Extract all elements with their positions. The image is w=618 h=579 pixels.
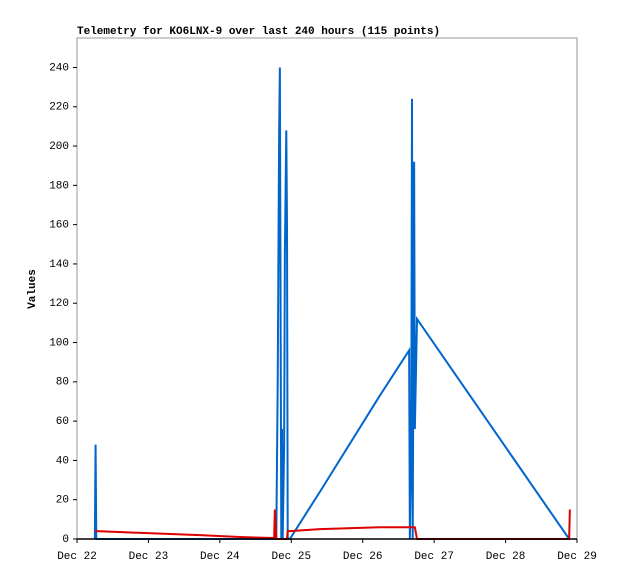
plot-frame bbox=[76, 37, 578, 540]
series-line bbox=[93, 67, 570, 540]
y-tick-label: 120 bbox=[49, 298, 69, 310]
x-tick-label: Dec 26 bbox=[343, 551, 383, 563]
x-tick-label: Dec 29 bbox=[557, 551, 597, 563]
y-tick-label: 20 bbox=[56, 495, 69, 507]
y-tick-label: 160 bbox=[49, 220, 69, 232]
y-tick-label: 180 bbox=[49, 180, 69, 192]
y-tick-label: 60 bbox=[56, 416, 69, 428]
x-tick-label: Dec 27 bbox=[414, 551, 454, 563]
x-tick-label: Dec 24 bbox=[200, 551, 240, 563]
x-tick-label: Dec 22 bbox=[57, 551, 97, 563]
y-tick-label: 100 bbox=[49, 337, 69, 349]
y-tick-label: 40 bbox=[56, 455, 69, 467]
y-tick-label: 140 bbox=[49, 259, 69, 271]
y-tick-label: 220 bbox=[49, 102, 69, 114]
y-tick-label: 240 bbox=[49, 62, 69, 74]
x-tick-label: Dec 25 bbox=[271, 551, 311, 563]
y-axis-label: Values bbox=[27, 269, 39, 309]
series-line bbox=[94, 509, 571, 540]
x-tick-label: Dec 28 bbox=[486, 551, 526, 563]
chart-title: Telemetry for KO6LNX-9 over last 240 hou… bbox=[77, 26, 440, 38]
y-tick-label: 80 bbox=[56, 377, 69, 389]
y-tick-label: 200 bbox=[49, 141, 69, 153]
x-tick-label: Dec 23 bbox=[129, 551, 169, 563]
y-tick-label: 0 bbox=[62, 534, 69, 546]
